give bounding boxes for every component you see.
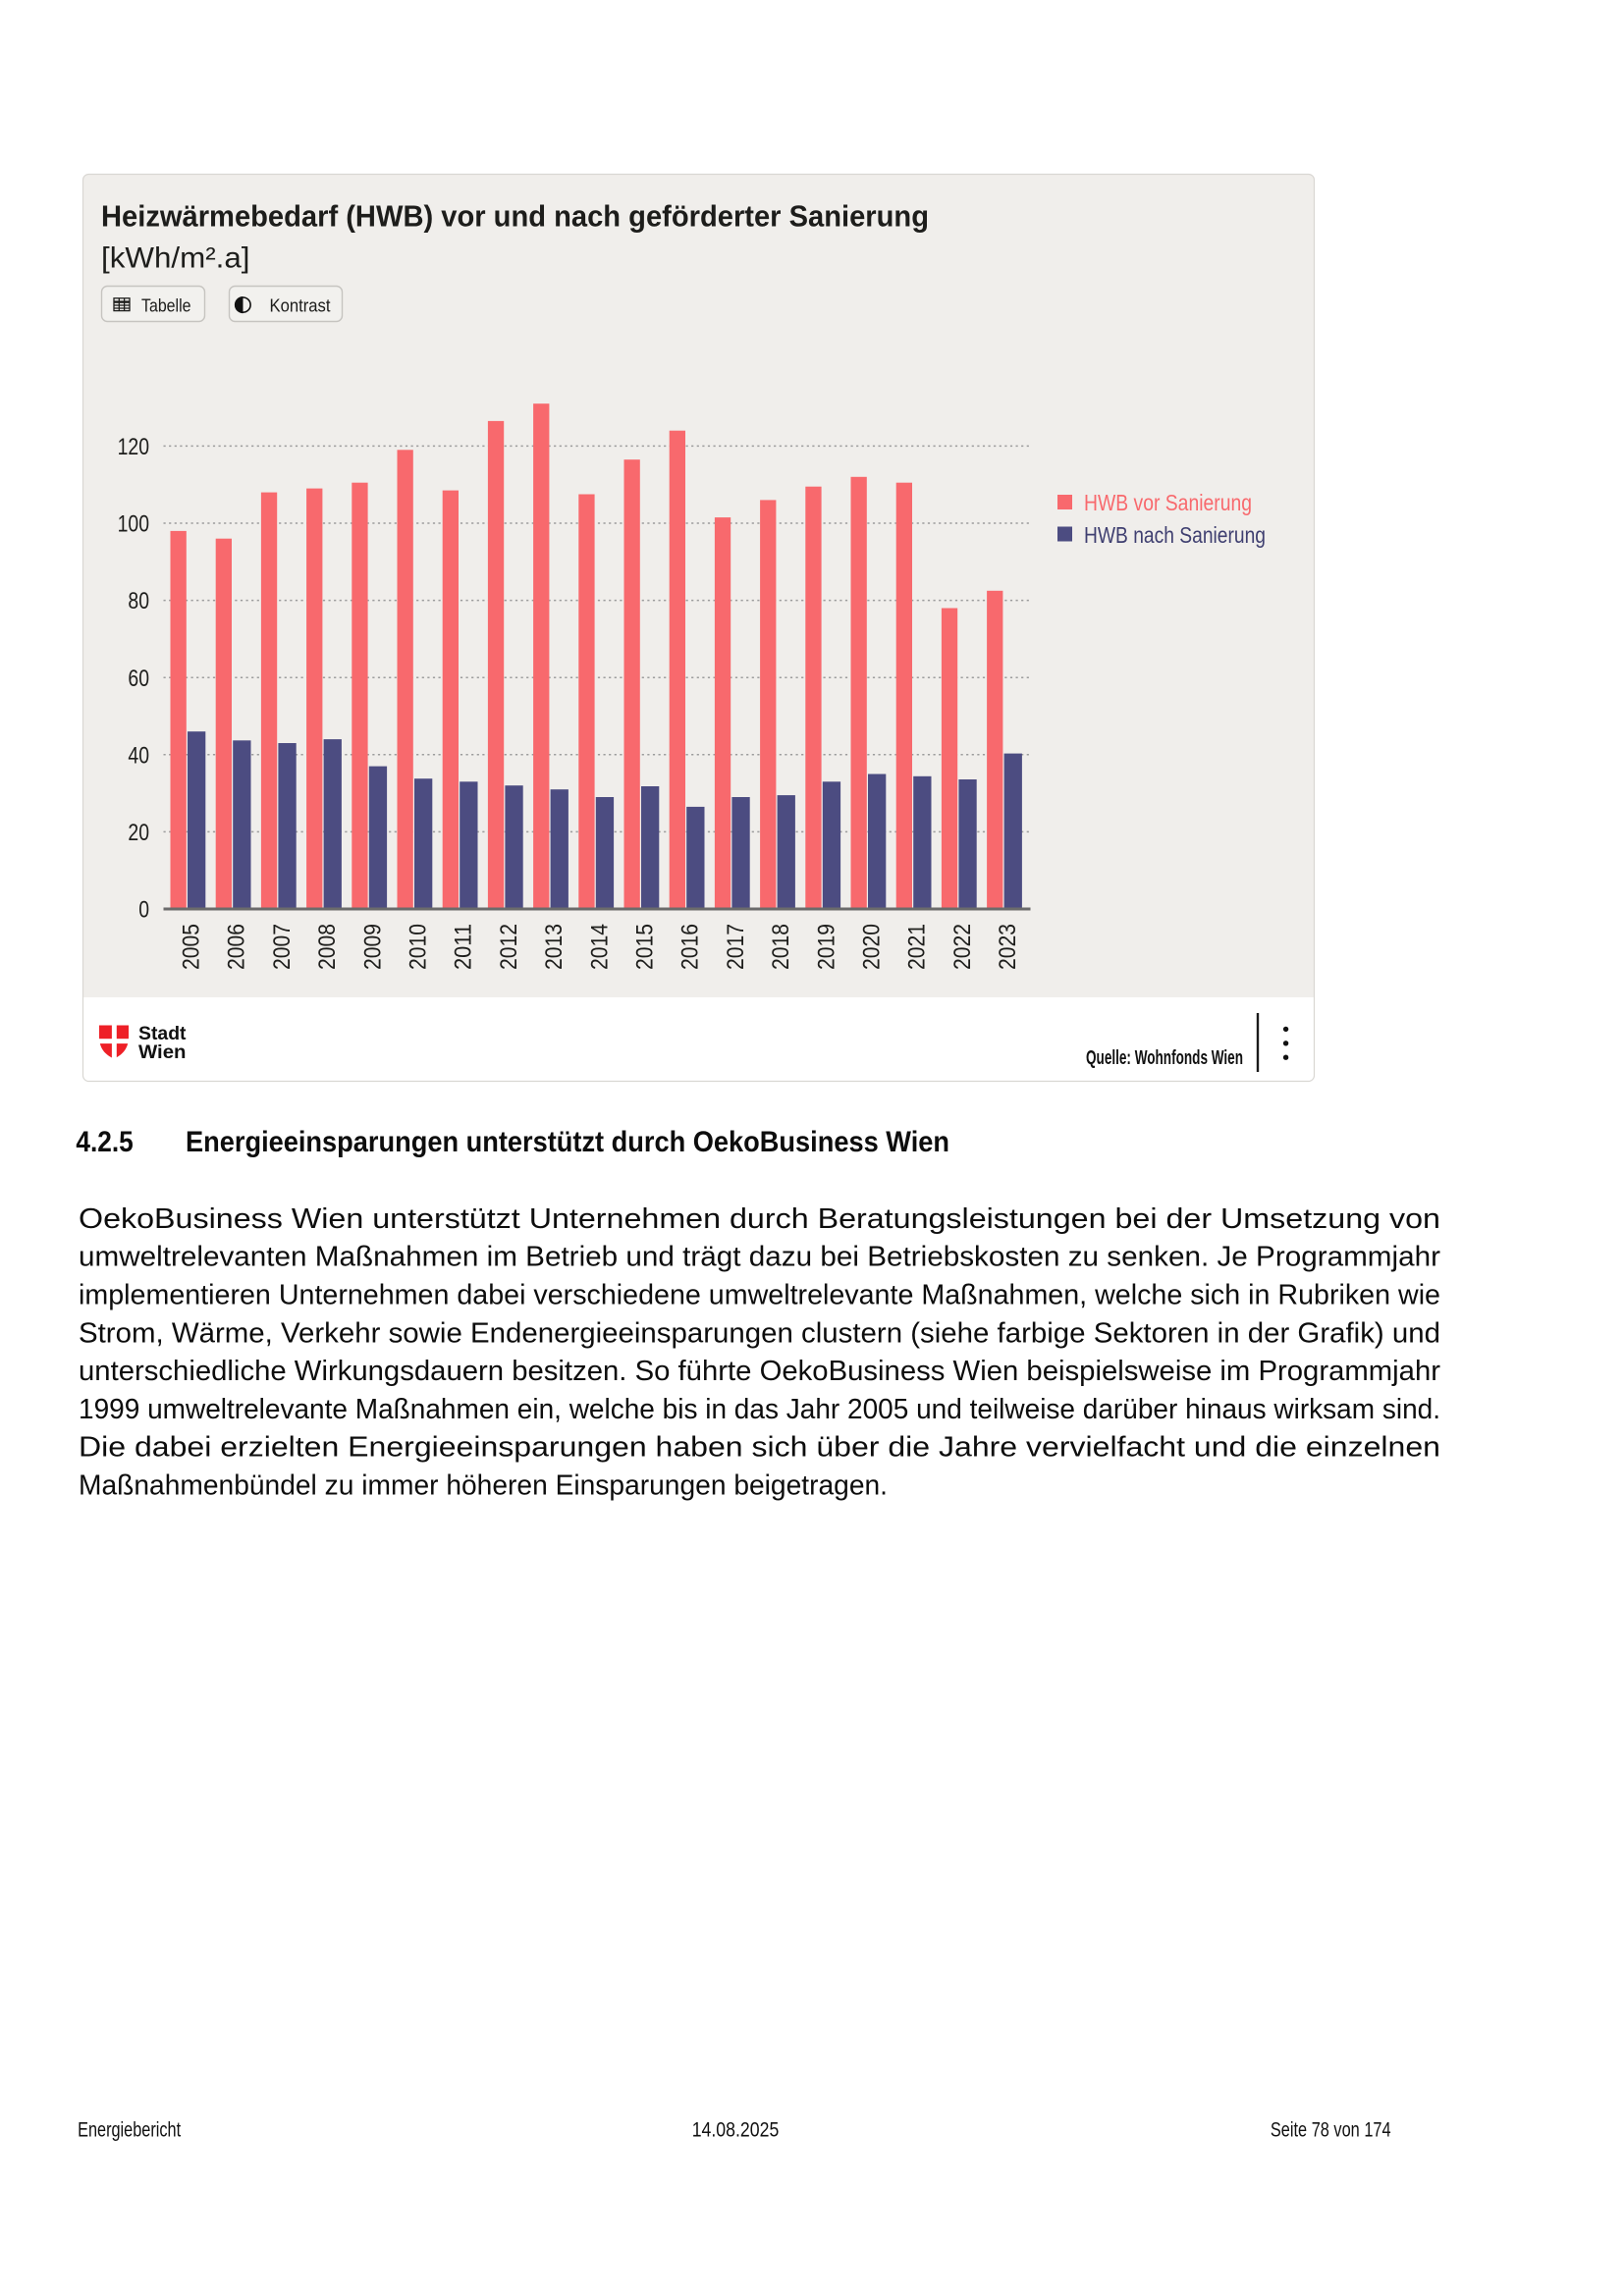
svg-text:Strom, Wärme, Verkehr sowie En: Strom, Wärme, Verkehr sowie Endenergieei… [79, 1317, 1440, 1349]
svg-text:2018: 2018 [768, 924, 794, 970]
svg-text:100: 100 [118, 511, 149, 538]
svg-text:2013: 2013 [541, 924, 568, 970]
svg-text:2010: 2010 [406, 924, 432, 970]
svg-text:40: 40 [128, 742, 149, 769]
svg-text:80: 80 [128, 588, 149, 614]
svg-text:2011: 2011 [451, 924, 477, 970]
svg-text:2017: 2017 [723, 924, 749, 970]
svg-text:0: 0 [138, 897, 149, 924]
svg-text:implementieren Unternehmen dab: implementieren Unternehmen dabei verschi… [79, 1280, 1440, 1311]
svg-text:2008: 2008 [314, 924, 341, 970]
svg-text:unterschiedliche Wirkungsdauer: unterschiedliche Wirkungsdauern besitzen… [79, 1356, 1440, 1387]
svg-text:1999 umweltrelevante Maßnahmen: 1999 umweltrelevante Maßnahmen ein, welc… [79, 1394, 1440, 1425]
svg-text:2005: 2005 [179, 924, 205, 970]
svg-text:20: 20 [128, 820, 149, 846]
svg-text:Wien: Wien [138, 1041, 187, 1063]
svg-text:Heizwärmebedarf (HWB) vor und: Heizwärmebedarf (HWB) vor und nach geför… [101, 199, 929, 234]
svg-text:OekoBusiness Wien unterstützt: OekoBusiness Wien unterstützt Unternehme… [79, 1203, 1440, 1235]
svg-text:2009: 2009 [359, 924, 386, 970]
svg-text:umweltrelevanten Maßnahmen im: umweltrelevanten Maßnahmen im Betrieb un… [79, 1242, 1440, 1273]
svg-text:HWB nach Sanierung: HWB nach Sanierung [1084, 522, 1266, 548]
svg-text:2014: 2014 [586, 924, 613, 970]
svg-text:4.2.5: 4.2.5 [76, 1126, 133, 1158]
svg-text:Tabelle: Tabelle [141, 295, 191, 316]
svg-text:2015: 2015 [632, 924, 659, 970]
svg-text:2021: 2021 [904, 924, 931, 970]
svg-text:2023: 2023 [995, 924, 1021, 970]
svg-text:2016: 2016 [677, 924, 704, 970]
svg-text:120: 120 [118, 434, 149, 460]
svg-text:60: 60 [128, 666, 149, 692]
svg-text:Energiebericht: Energiebericht [78, 2119, 181, 2142]
svg-text:Kontrast: Kontrast [270, 295, 331, 316]
svg-text:Quelle: Wohnfonds Wien: Quelle: Wohnfonds Wien [1086, 1047, 1243, 1069]
svg-text:Seite 78 von 174: Seite 78 von 174 [1271, 2119, 1391, 2142]
svg-text:Die dabei erzielten Energieein: Die dabei erzielten Energieeinsparungen … [79, 1432, 1440, 1464]
svg-text:Energieeinsparungen unterstütz: Energieeinsparungen unterstützt durch Oe… [186, 1126, 949, 1158]
svg-text:HWB vor Sanierung: HWB vor Sanierung [1084, 490, 1252, 515]
svg-text:2007: 2007 [269, 924, 296, 970]
svg-text:14.08.2025: 14.08.2025 [692, 2119, 780, 2142]
svg-text:[kWh/m².a]: [kWh/m².a] [101, 242, 250, 275]
svg-text:2019: 2019 [813, 924, 839, 970]
svg-text:2020: 2020 [859, 924, 886, 970]
svg-text:Maßnahmenbündel zu immer höher: Maßnahmenbündel zu immer höheren Einspar… [79, 1470, 888, 1502]
svg-text:2012: 2012 [496, 924, 522, 970]
svg-text:Stadt: Stadt [138, 1023, 187, 1044]
svg-text:2022: 2022 [949, 924, 976, 970]
svg-text:2006: 2006 [224, 924, 250, 970]
